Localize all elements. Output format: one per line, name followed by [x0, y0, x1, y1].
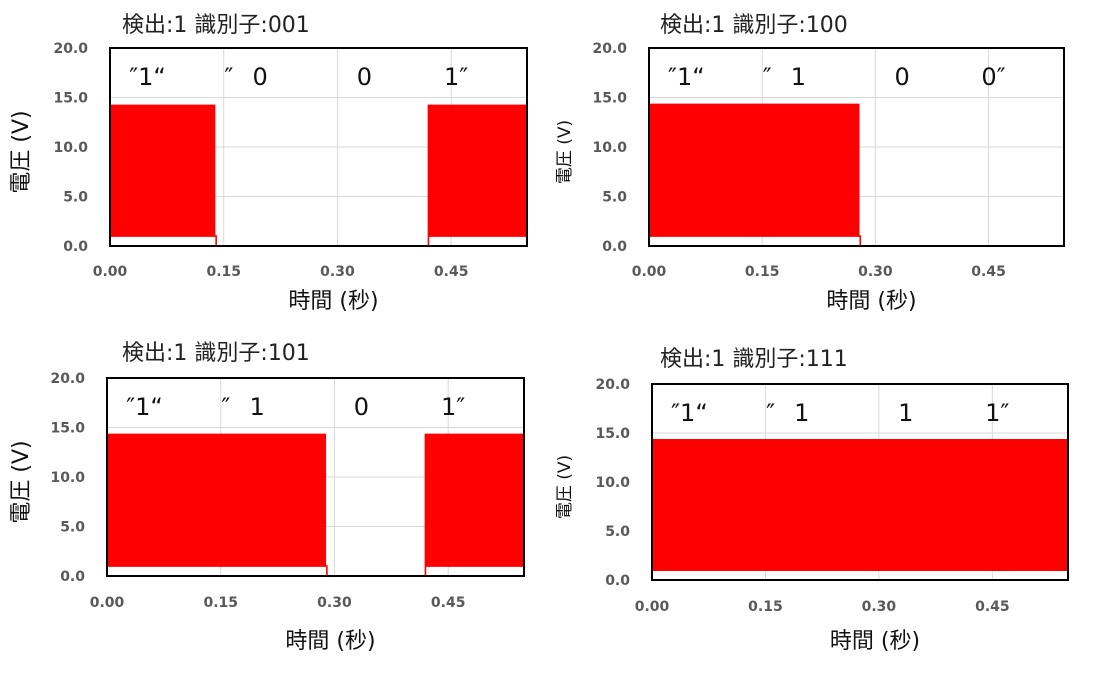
x-tick-label: 0.30	[317, 595, 352, 611]
bit-label-3: 1	[249, 393, 264, 421]
y-tick-label: 20.0	[592, 41, 627, 57]
chart-panel-4: 検出:1 識別子:111 ″1“ ″ 1 1 1″ 0.0 5.0 10.0 15.0 20.0 0.…	[555, 347, 1069, 654]
y-tick-label: 5.0	[602, 190, 627, 206]
bit-label-3: 0	[252, 63, 267, 91]
y-tick-label: 0.0	[60, 569, 85, 585]
bit-label-4: 0	[354, 393, 369, 421]
x-tick-label: 0.00	[635, 599, 670, 615]
x-axis-label: 時間 (秒)	[830, 629, 920, 654]
y-tick-label: 0.0	[63, 239, 88, 255]
y-axis-label: 電圧 (V)	[9, 440, 34, 523]
chart-title: 検出:1 識別子:111	[660, 347, 848, 372]
series-line	[109, 104, 527, 247]
bit-label-2: ″	[763, 63, 772, 91]
bit-label-5: 0″	[981, 63, 1005, 91]
x-tick-label: 0.30	[862, 599, 897, 615]
y-axis-label: 電圧 (V)	[9, 110, 34, 193]
x-tick-label: 0.45	[431, 595, 466, 611]
bit-label-1: ″1“	[668, 63, 705, 91]
x-tick-label: 0.30	[858, 264, 893, 280]
bit-label-2: ″	[766, 399, 775, 427]
x-tick-label: 0.15	[748, 599, 783, 615]
series-line	[106, 433, 524, 577]
bit-label-5: 1″	[441, 393, 465, 421]
bit-label-1: ″1“	[126, 393, 163, 421]
bit-label-4: 1	[898, 399, 913, 427]
bit-label-1: ″1“	[671, 399, 708, 427]
series-line	[651, 439, 1068, 571]
x-tick-label: 0.15	[206, 264, 241, 280]
y-tick-label: 20.0	[50, 371, 85, 387]
bit-label-2: ″	[221, 393, 230, 421]
x-axis-label: 時間 (秒)	[288, 289, 378, 314]
y-tick-label: 10.0	[592, 140, 627, 156]
y-tick-label: 10.0	[595, 475, 630, 491]
x-tick-label: 0.45	[975, 599, 1010, 615]
bit-label-5: 1″	[985, 399, 1009, 427]
chart-title: 検出:1 識別子:101	[122, 341, 310, 366]
x-tick-label: 0.45	[434, 264, 469, 280]
y-axis-label: 電圧 (V)	[555, 120, 575, 184]
plot-border	[648, 47, 1065, 247]
bit-label-1: ″1“	[129, 63, 166, 91]
y-tick-label: 20.0	[595, 377, 630, 393]
y-tick-label: 20.0	[53, 41, 88, 57]
chart-panel-2: 検出:1 識別子:100 ″1“ ″ 1 0 0″ 0.0 5.0 10.0 15.0 20.0 0.…	[555, 13, 1065, 314]
y-axis-label: 電圧 (V)	[555, 455, 575, 519]
x-tick-label: 0.00	[90, 595, 125, 611]
x-tick-label: 0.45	[971, 264, 1006, 280]
bit-label-3: 1	[791, 63, 806, 91]
plot-border	[651, 383, 1069, 581]
chart-panel-3: 検出:1 識別子:101 ″1“ ″ 1 0 1″ 0.0 5.0 10.0 15.0 20.0 0.…	[9, 341, 525, 654]
bit-label-5: 1″	[444, 63, 468, 91]
y-tick-label: 0.0	[602, 239, 627, 255]
bit-label-3: 1	[794, 399, 809, 427]
y-tick-label: 5.0	[60, 520, 85, 536]
x-tick-label: 0.00	[632, 264, 667, 280]
chart-title: 検出:1 識別子:001	[122, 13, 310, 38]
chart-panel-1: 検出:1 識別子:001 ″1“ ″ 0 0 1″ 0.0 5.0 10.0 15.0 20.0 0.…	[9, 13, 528, 314]
chart-title: 検出:1 識別子:100	[660, 13, 848, 38]
plot-border	[109, 47, 528, 247]
bit-label-4: 0	[357, 63, 372, 91]
series-line	[648, 103, 1049, 247]
y-tick-label: 15.0	[595, 426, 630, 442]
bit-label-2: ″	[224, 63, 233, 91]
y-tick-label: 10.0	[53, 140, 88, 156]
y-tick-label: 5.0	[605, 524, 630, 540]
x-axis-label: 時間 (秒)	[826, 289, 916, 314]
plot-border	[106, 377, 525, 577]
x-tick-label: 0.15	[203, 595, 238, 611]
y-tick-label: 15.0	[50, 421, 85, 437]
y-tick-label: 15.0	[592, 91, 627, 107]
y-tick-label: 0.0	[605, 573, 630, 589]
y-tick-label: 15.0	[53, 91, 88, 107]
x-axis-label: 時間 (秒)	[285, 629, 375, 654]
y-tick-label: 10.0	[50, 470, 85, 486]
y-tick-label: 5.0	[63, 190, 88, 206]
x-tick-label: 0.00	[93, 264, 128, 280]
x-tick-label: 0.30	[320, 264, 355, 280]
bit-label-4: 0	[895, 63, 910, 91]
x-tick-label: 0.15	[745, 264, 780, 280]
